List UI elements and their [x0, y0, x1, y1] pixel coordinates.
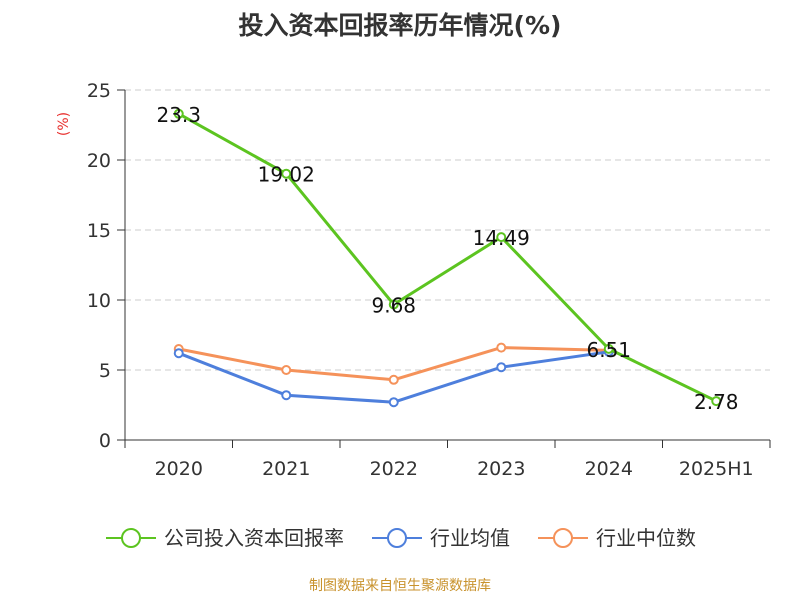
- data-point: [388, 299, 399, 310]
- x-tick-label: 2024: [585, 458, 633, 480]
- y-tick-label: 10: [87, 290, 111, 312]
- data-point: [173, 348, 184, 359]
- series-lines: [173, 108, 722, 408]
- data-label: 19.02: [258, 163, 315, 187]
- legend-label: 行业均值: [430, 526, 510, 550]
- data-label: 2.78: [694, 390, 739, 414]
- data-point: [281, 365, 292, 375]
- data-point: [711, 396, 722, 407]
- axes: 0 5 10 15 20 25 2020 2021 2022 2023 2024 2025H1: [87, 80, 771, 480]
- data-point: [388, 397, 399, 408]
- legend-swatch-marker: [553, 528, 573, 548]
- y-tick-label: 25: [87, 80, 111, 102]
- data-label: 14.49: [473, 226, 530, 250]
- data-point: [496, 362, 507, 373]
- source-note: 制图数据来自恒生聚源数据库: [309, 578, 491, 594]
- y-tick-label: 0: [99, 430, 111, 452]
- y-tick-label: 5: [99, 360, 111, 382]
- data-point: [496, 342, 507, 353]
- legend-label: 公司投入资本回报率: [164, 526, 344, 550]
- y-tick-label: 15: [87, 220, 111, 242]
- data-labels: 23.3 19.02 9.68 14.49 6.51 2.78: [156, 103, 738, 414]
- grid-lines: [125, 89, 770, 371]
- legend-swatch-marker: [387, 528, 407, 548]
- x-tick-label: 2025H1: [679, 458, 754, 480]
- y-tick-label: 20: [87, 150, 111, 172]
- data-label: 9.68: [371, 293, 416, 317]
- x-tick-label: 2021: [262, 458, 310, 480]
- data-point: [281, 168, 292, 179]
- legend-label: 行业中位数: [596, 526, 696, 550]
- series-line: [178, 112, 717, 403]
- y-axis-label: (%): [56, 112, 72, 136]
- x-tick-label: 2020: [155, 458, 203, 480]
- data-point: [496, 232, 507, 243]
- chart-title: 投入资本回报率历年情况(%): [239, 11, 562, 40]
- legend-swatch-marker: [121, 528, 141, 548]
- data-point: [603, 343, 614, 354]
- x-tick-label: 2023: [477, 458, 525, 480]
- legend: 公司投入资本回报率 行业均值 行业中位数: [106, 526, 696, 550]
- data-point: [173, 108, 184, 119]
- data-label: 6.51: [586, 338, 631, 362]
- data-label: 23.3: [156, 103, 201, 127]
- data-point: [388, 374, 399, 385]
- data-point: [281, 390, 292, 401]
- x-tick-label: 2022: [370, 458, 418, 480]
